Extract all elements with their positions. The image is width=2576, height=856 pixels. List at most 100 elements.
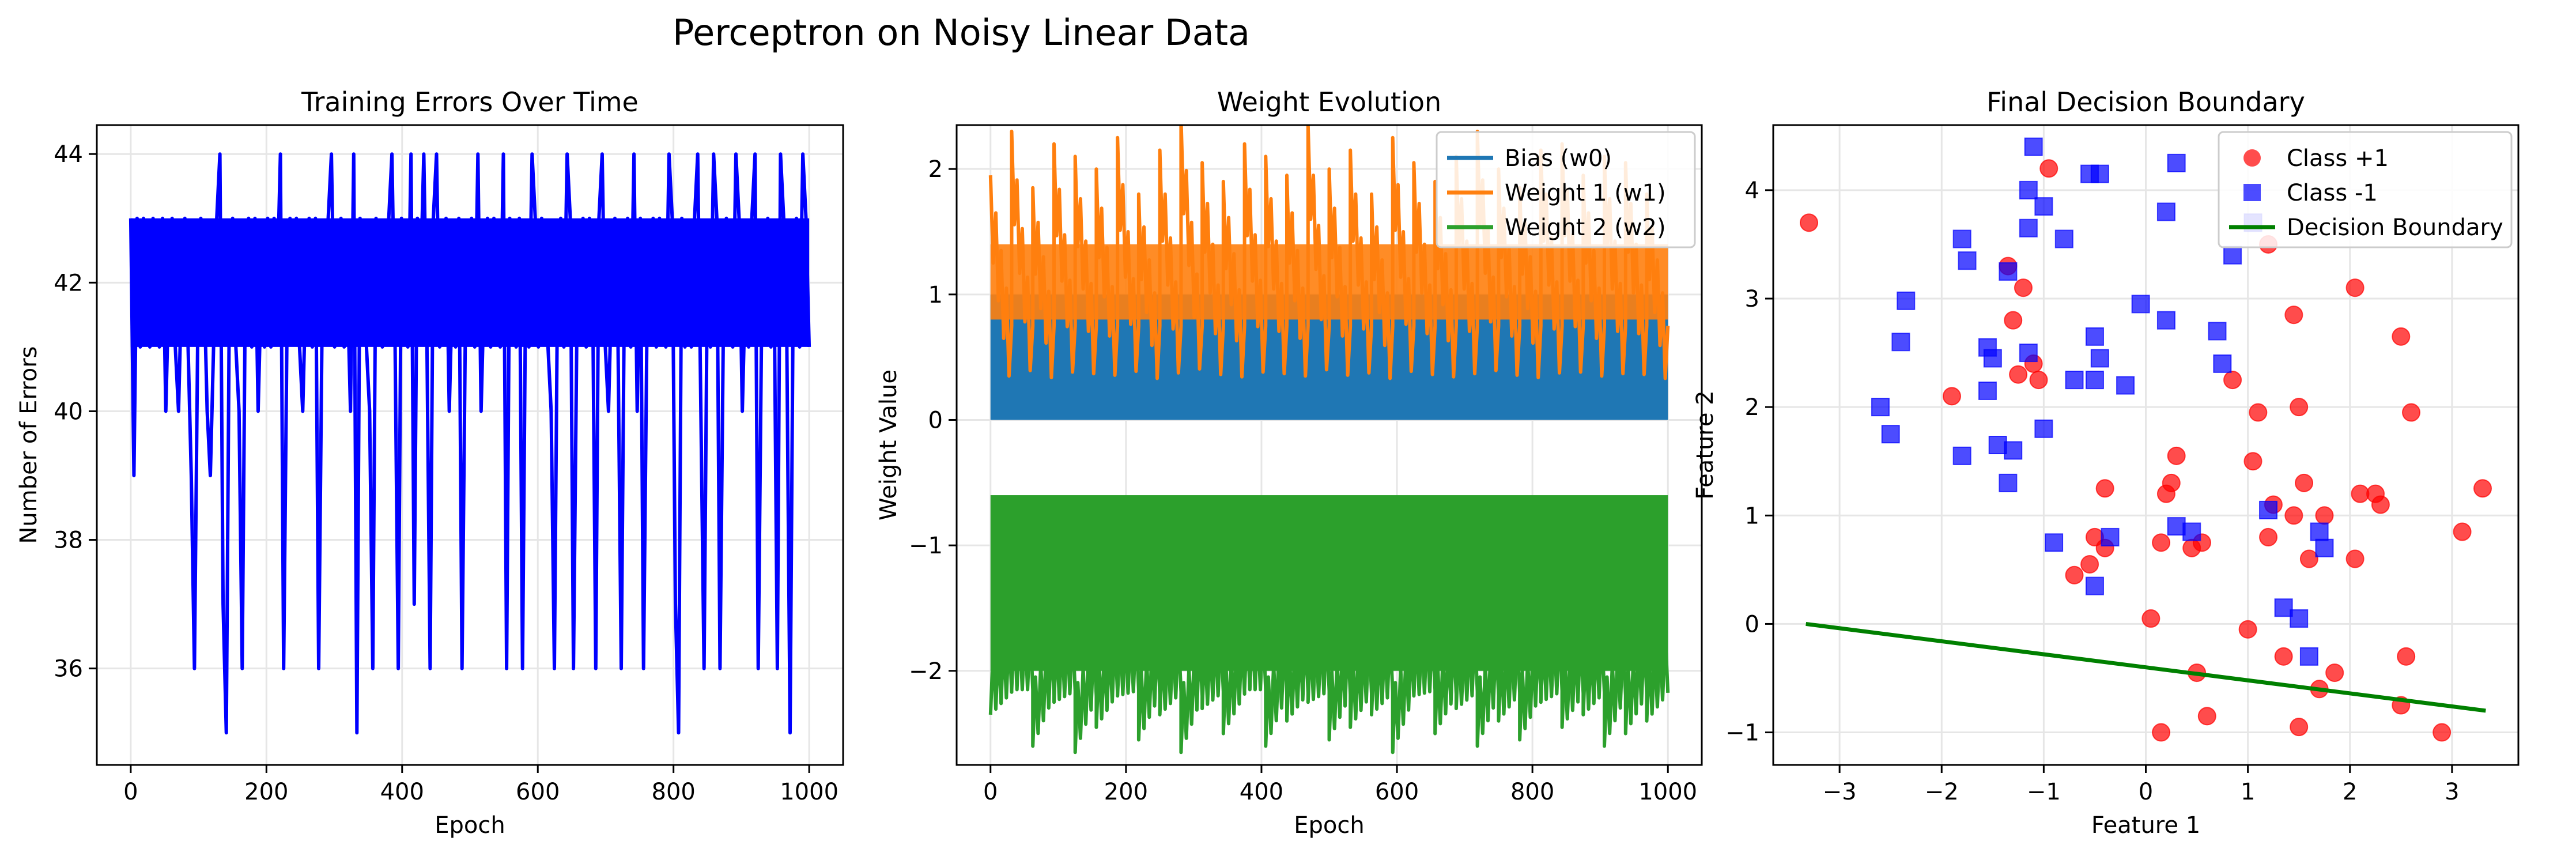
x-tick-label: 200 — [244, 779, 288, 805]
class-pos-point — [2453, 522, 2472, 541]
class-neg-point — [1988, 436, 2007, 454]
class-neg-point — [2019, 344, 2038, 363]
y-tick-label: −1 — [909, 533, 943, 559]
legend-label: Weight 2 (w2) — [1505, 214, 1666, 241]
class-pos-point — [2029, 371, 2048, 390]
x-axis-label: Feature 1 — [2091, 812, 2200, 839]
class-pos-point — [2295, 473, 2314, 492]
axes-title: Weight Evolution — [1217, 86, 1441, 118]
class-pos-point — [2284, 306, 2303, 325]
class-neg-point — [2213, 354, 2232, 373]
class-pos-point — [2095, 479, 2114, 498]
x-tick-label: 400 — [380, 779, 424, 805]
class-pos-point — [2284, 506, 2303, 525]
axes-decoration: 0 200 400 600 800 1000 36 38 40 42 44 Training Erro… — [16, 86, 844, 839]
y-axis-label: Feature 2 — [1692, 390, 1718, 499]
x-axis-label: Epoch — [1294, 812, 1364, 839]
class-pos-point — [2371, 495, 2390, 514]
legend-label: Bias (w0) — [1505, 145, 1612, 172]
y-tick-label: 44 — [54, 141, 83, 168]
class-neg-point — [1999, 262, 2018, 281]
class-pos-point — [2014, 278, 2033, 297]
x-tick-label: 0 — [2139, 779, 2153, 805]
class-neg-point — [2045, 533, 2064, 552]
legend-swatch — [2243, 184, 2261, 201]
x-tick-label: 400 — [1240, 779, 1283, 805]
class-pos-point — [2325, 663, 2344, 682]
x-tick-label: 2 — [2343, 779, 2357, 805]
y-tick-label: 36 — [54, 656, 83, 682]
errors-plot: 0 200 400 600 800 1000 36 38 40 42 44 Training Erro… — [16, 86, 844, 839]
x-tick-label: 1 — [2241, 779, 2255, 805]
boundary-legend: Class +1 Class -1 Decision Boundary — [2218, 131, 2513, 248]
class-pos-point — [2238, 620, 2257, 639]
y-tick-label: 3 — [1745, 286, 1759, 312]
class-neg-point — [2019, 180, 2038, 199]
class-neg-point — [2131, 295, 2150, 314]
axes-title: Training Errors Over Time — [301, 86, 639, 118]
class-pos-point — [2152, 723, 2171, 742]
x-tick-label: 1000 — [1638, 779, 1697, 805]
class-pos-point — [2249, 403, 2268, 422]
y-axis-label: Number of Errors — [16, 346, 42, 544]
class-pos-point — [2274, 647, 2293, 666]
class-neg-point — [2156, 311, 2175, 330]
y-tick-label: 0 — [928, 407, 943, 433]
x-tick-label: 0 — [123, 779, 138, 805]
class-neg-point — [2208, 322, 2227, 341]
class-pos-point — [1942, 387, 1961, 406]
class-neg-point — [2054, 229, 2073, 248]
class-neg-point — [2167, 517, 2186, 536]
class-pos-point — [2197, 707, 2216, 726]
class-pos-point — [2290, 718, 2309, 737]
w1-dense-band — [990, 244, 1668, 320]
class-neg-point — [1999, 473, 2018, 492]
axes-decoration: 0 200 400 600 800 1000 −2 −1 0 1 2 Weight Evolution… — [875, 86, 1703, 839]
class-pos-point — [2162, 473, 2181, 492]
class-neg-point — [2290, 609, 2309, 628]
class-neg-point — [2182, 522, 2201, 541]
class-pos-point — [2065, 565, 2084, 585]
class-neg-point — [2090, 349, 2109, 368]
class-neg-point — [1891, 333, 1910, 352]
class-neg-point — [1897, 291, 1916, 310]
class-pos-point — [2152, 533, 2171, 552]
legend-frame — [2218, 131, 2513, 248]
y-tick-label: 4 — [1745, 178, 1759, 204]
errors-dense-band — [130, 218, 810, 347]
class-neg-point — [2085, 576, 2104, 595]
class-neg-point — [2090, 164, 2109, 183]
class-pos-point — [2080, 555, 2099, 574]
x-tick-label: 200 — [1104, 779, 1148, 805]
class-pos-point — [2290, 398, 2309, 417]
x-tick-label: −3 — [1823, 779, 1857, 805]
class-neg-point — [2310, 522, 2329, 541]
y-axis-label: Weight Value — [875, 369, 902, 521]
axes-frame — [955, 124, 1703, 766]
x-tick-label: 600 — [516, 779, 560, 805]
class-neg-point — [2101, 527, 2120, 546]
class-neg-point — [2315, 538, 2334, 557]
class-neg-point — [1952, 229, 1971, 248]
class-neg-point — [1958, 251, 1977, 270]
class-pos-point — [2402, 403, 2421, 422]
class-neg-point — [2034, 197, 2053, 216]
class-neg-point — [1952, 446, 1971, 465]
class-neg-point — [2167, 153, 2186, 172]
y-tick-label: −2 — [909, 658, 943, 685]
x-tick-label: −2 — [1925, 779, 1959, 805]
class-neg-point — [2156, 202, 2175, 221]
y-tick-label: 42 — [54, 270, 83, 296]
y-tick-label: 38 — [54, 527, 83, 554]
x-tick-label: 800 — [652, 779, 696, 805]
weights-plot: 0 200 400 600 800 1000 −2 −1 0 1 2 Weight Evolution… — [875, 86, 1703, 839]
class-neg-point — [2024, 137, 2043, 156]
legend-frame — [1436, 131, 1696, 248]
class-neg-point — [2085, 371, 2104, 390]
y-tick-label: 2 — [928, 156, 943, 183]
y-tick-label: 1 — [928, 282, 943, 308]
axes-decoration: −3 −2 −1 0 1 2 3 −1 0 1 2 3 4 Final Decision Boundary… — [1692, 86, 2520, 839]
x-tick-label: 600 — [1375, 779, 1419, 805]
legend-label: Weight 1 (w1) — [1505, 180, 1666, 206]
